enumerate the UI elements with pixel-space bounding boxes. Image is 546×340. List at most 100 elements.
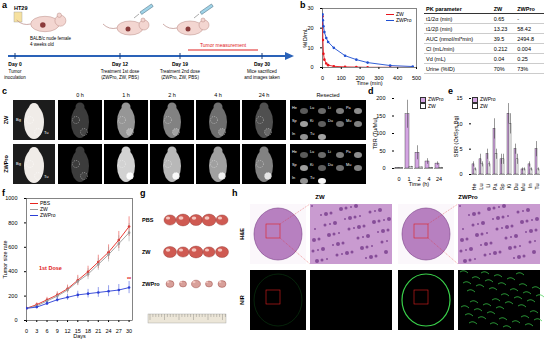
svg-text:Treatment 2nd dose(ZWPro, ZW,: Treatment 2nd dose(ZWPro, ZW, PBS) <box>160 69 201 80</box>
svg-text:1000: 1000 <box>5 195 17 201</box>
svg-text:10: 10 <box>307 44 314 51</box>
svg-text:Li: Li <box>485 184 491 188</box>
svg-text:24 h: 24 h <box>259 92 270 98</box>
svg-text:Tu: Tu <box>44 130 49 135</box>
svg-text:800: 800 <box>8 220 17 226</box>
svg-text:30: 30 <box>126 328 132 334</box>
svg-text:Day 12: Day 12 <box>112 61 128 67</box>
svg-text:4 h: 4 h <box>214 92 222 98</box>
svg-text:Bg: Bg <box>16 117 21 122</box>
svg-text:3: 3 <box>35 328 38 334</box>
svg-text:Day 0: Day 0 <box>8 61 22 67</box>
svg-text:400: 400 <box>8 268 17 274</box>
svg-text:Time (h): Time (h) <box>409 181 429 187</box>
svg-text:Sp: Sp <box>292 163 297 167</box>
svg-text:0: 0 <box>397 176 400 182</box>
svg-text:Tu: Tu <box>534 184 540 190</box>
svg-text:ZW: ZW <box>142 249 151 255</box>
svg-text:Lu: Lu <box>478 184 484 190</box>
svg-text:24: 24 <box>106 328 112 334</box>
svg-text:Sp: Sp <box>292 119 297 123</box>
svg-text:Du: Du <box>328 163 333 167</box>
svg-text:ZWPro: ZWPro <box>142 281 160 287</box>
svg-text:2 h: 2 h <box>168 92 176 98</box>
svg-text:H&E: H&E <box>239 228 245 240</box>
svg-text:Day 30: Day 30 <box>254 61 270 67</box>
svg-text:Li: Li <box>328 150 331 154</box>
svg-text:Ki: Ki <box>506 184 512 189</box>
svg-text:27: 27 <box>116 328 122 334</box>
svg-text:0: 0 <box>321 75 324 81</box>
svg-text:0: 0 <box>310 64 313 70</box>
svg-text:Tumorinoculation: Tumorinoculation <box>4 69 26 80</box>
svg-text:Resected: Resected <box>316 92 339 98</box>
svg-text:**: ** <box>127 276 132 282</box>
svg-text:SBR (Or/Sys Bg): SBR (Or/Sys Bg) <box>453 116 459 158</box>
svg-text:BALB/c nude female4 weeks old: BALB/c nude female4 weeks old <box>30 36 72 47</box>
svg-text:18: 18 <box>85 328 91 334</box>
svg-text:Lu: Lu <box>310 150 314 154</box>
svg-text:Lu: Lu <box>310 106 314 110</box>
svg-text:30: 30 <box>307 5 313 11</box>
svg-text:In: In <box>292 132 295 136</box>
svg-text:PBS: PBS <box>142 217 154 223</box>
svg-text:100: 100 <box>337 75 346 81</box>
svg-text:Tu: Tu <box>310 132 314 136</box>
svg-text:12: 12 <box>64 328 70 334</box>
svg-text:Tu: Tu <box>44 174 49 179</box>
svg-text:HT29: HT29 <box>14 5 27 11</box>
svg-text:He: He <box>292 106 297 110</box>
svg-text:Ki: Ki <box>310 163 314 167</box>
svg-text:Mu: Mu <box>520 184 526 192</box>
svg-text:24: 24 <box>436 176 442 182</box>
svg-text:In: In <box>292 176 295 180</box>
svg-text:He: He <box>471 184 477 191</box>
svg-text:Mice sacrificedand images take: Mice sacrificedand images taken <box>244 69 280 80</box>
svg-text:Tumor size rate: Tumor size rate <box>2 240 8 278</box>
svg-text:ZWPro: ZWPro <box>458 194 478 200</box>
svg-text:Days: Days <box>73 333 86 339</box>
svg-text:Tu: Tu <box>310 176 314 180</box>
svg-text:Time (min): Time (min) <box>356 80 382 86</box>
svg-text:Pa: Pa <box>346 106 352 110</box>
svg-text:Mu: Mu <box>346 163 351 167</box>
svg-text:Mu: Mu <box>346 119 351 123</box>
svg-text:Tumor measurement: Tumor measurement <box>200 42 247 48</box>
svg-text:1 h: 1 h <box>122 92 130 98</box>
svg-text:Treatment 1st dose(ZWPro, ZW,: Treatment 1st dose(ZWPro, ZW, PBS) <box>101 69 140 80</box>
svg-text:6: 6 <box>45 328 48 334</box>
svg-text:Pa: Pa <box>346 150 352 154</box>
svg-text:15: 15 <box>456 95 462 101</box>
svg-text:Day 19: Day 19 <box>172 61 188 67</box>
svg-text:500: 500 <box>412 75 421 81</box>
svg-text:%ID/mL: %ID/mL <box>302 28 308 48</box>
svg-text:In: In <box>527 184 533 189</box>
svg-text:ZW: ZW <box>3 115 9 124</box>
svg-text:200: 200 <box>376 95 385 101</box>
svg-text:NIR: NIR <box>239 295 245 305</box>
svg-text:21: 21 <box>95 328 101 334</box>
svg-text:0 h: 0 h <box>76 92 84 98</box>
svg-text:Pa: Pa <box>492 183 498 191</box>
svg-text:Du: Du <box>513 184 519 191</box>
svg-text:Li: Li <box>328 106 331 110</box>
svg-text:ZW: ZW <box>315 194 325 200</box>
svg-text:400: 400 <box>393 75 402 81</box>
svg-text:He: He <box>292 150 297 154</box>
svg-text:50: 50 <box>379 148 385 154</box>
svg-text:0: 0 <box>14 317 17 323</box>
svg-text:TBR (Tu/Mu): TBR (Tu/Mu) <box>372 118 378 150</box>
svg-text:0: 0 <box>459 171 462 177</box>
svg-text:Sp: Sp <box>499 184 505 191</box>
svg-text:9: 9 <box>56 328 59 334</box>
svg-text:0: 0 <box>25 328 28 334</box>
svg-text:Bg: Bg <box>16 161 21 166</box>
svg-text:200: 200 <box>8 293 17 299</box>
svg-text:1st Dose: 1st Dose <box>39 265 62 271</box>
svg-text:0: 0 <box>382 165 385 171</box>
svg-text:Du: Du <box>328 119 333 123</box>
svg-text:ZWPro: ZWPro <box>3 155 9 173</box>
svg-text:5: 5 <box>459 146 462 152</box>
svg-text:600: 600 <box>8 244 17 250</box>
svg-text:Ki: Ki <box>310 119 314 123</box>
